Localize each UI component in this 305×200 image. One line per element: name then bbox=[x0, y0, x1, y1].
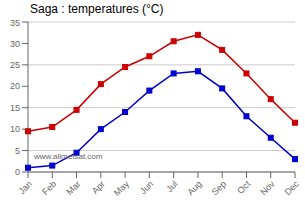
svg-text:Sep: Sep bbox=[210, 179, 228, 197]
svg-text:20: 20 bbox=[10, 81, 20, 91]
svg-text:Jan: Jan bbox=[17, 179, 34, 196]
html-text:Saga : temperatures (°C): Saga : temperatures (°C) bbox=[30, 2, 164, 16]
svg-text:Aug: Aug bbox=[185, 179, 203, 197]
svg-text:May: May bbox=[112, 179, 131, 198]
svg-text:Dec: Dec bbox=[283, 179, 297, 198]
svg-text:Oct: Oct bbox=[235, 179, 252, 196]
svg-text:35: 35 bbox=[10, 18, 20, 28]
svg-text:25: 25 bbox=[10, 60, 20, 70]
svg-text:0: 0 bbox=[15, 167, 20, 177]
svg-text:Jun: Jun bbox=[138, 179, 155, 196]
svg-text:10: 10 bbox=[10, 124, 20, 134]
svg-text:30: 30 bbox=[10, 39, 20, 49]
svg-text:Jul: Jul bbox=[164, 179, 179, 194]
html-text:www.allmetsat.com: www.allmetsat.com bbox=[34, 152, 103, 161]
svg-text:Apr: Apr bbox=[90, 179, 107, 196]
svg-text:15: 15 bbox=[10, 103, 20, 113]
svg-text:Nov: Nov bbox=[258, 179, 277, 198]
svg-text:5: 5 bbox=[15, 146, 20, 156]
svg-text:Mar: Mar bbox=[64, 179, 82, 197]
svg-text:Feb: Feb bbox=[40, 179, 58, 197]
